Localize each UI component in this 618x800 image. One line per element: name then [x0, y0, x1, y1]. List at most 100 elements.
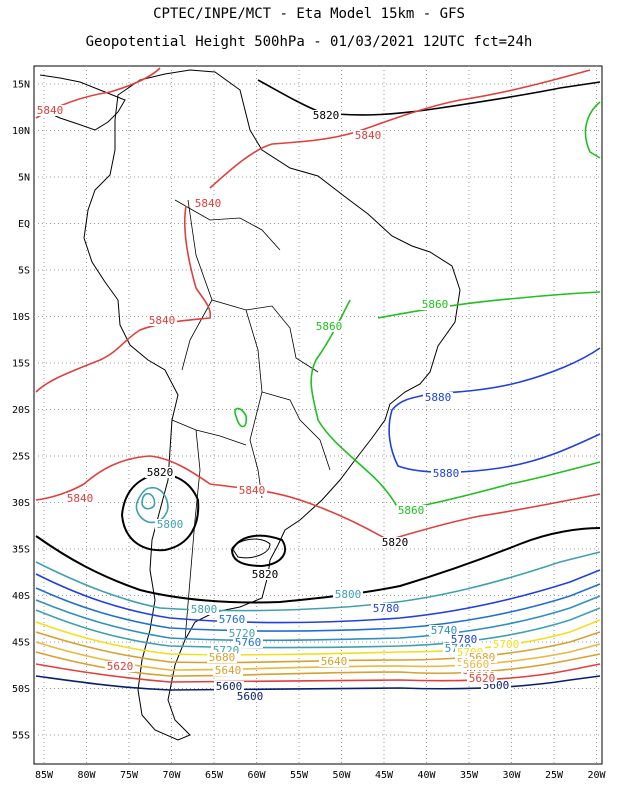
contour-label: 5640 — [215, 664, 242, 677]
contour-label: 5840 — [355, 129, 382, 142]
contour-label-background — [333, 589, 363, 600]
south-america-coast — [83, 69, 461, 741]
lon-tick-label: 55W — [290, 770, 309, 781]
lat-tick-label: 15N — [12, 80, 30, 91]
lon-tick-label: 20W — [587, 770, 606, 781]
contour-5840-mid — [35, 455, 601, 541]
contour-5740 — [35, 595, 601, 642]
contour-label-background — [461, 659, 491, 670]
lon-tick-label: 75W — [120, 770, 139, 781]
lon-tick-label: 40W — [417, 770, 436, 781]
contour-labels: 5840 5820 5840 5840 5840 5860 5860 5880 5880 5820… — [35, 104, 521, 703]
contour-label-background — [461, 665, 491, 676]
contour-label-background — [214, 681, 244, 692]
lat-tick-label: 10N — [12, 126, 30, 137]
contour-5880-east — [388, 347, 601, 474]
lat-tick-label: 5S — [18, 266, 30, 277]
lon-tick-label: 25W — [545, 770, 564, 781]
lat-tick-label: 15S — [12, 359, 30, 370]
contour-label-background — [319, 656, 349, 667]
country-borders — [171, 199, 331, 641]
contour-label: 5880 — [425, 391, 452, 404]
lon-tick-label: 30W — [502, 770, 521, 781]
contour-label: 5700 — [493, 638, 520, 651]
lon-tick-label: 80W — [77, 770, 96, 781]
falkland-islands — [231, 538, 271, 559]
lat-tick-label: 35S — [12, 545, 30, 556]
lat-tick-label: 55S — [12, 731, 30, 742]
contour-label-background — [429, 625, 459, 636]
contour-label: 5600 — [237, 690, 264, 703]
contour-label: 5820 — [313, 109, 340, 122]
contour-label: 5840 — [195, 197, 222, 210]
contour-5780 — [35, 569, 601, 624]
lat-tick-label: 5N — [18, 173, 30, 184]
contour-label-background — [155, 519, 185, 530]
contour-label: 5820 — [382, 536, 409, 549]
contour-label: 5720 — [229, 627, 256, 640]
contour-label: 5840 — [67, 492, 94, 505]
contour-label: 5820 — [147, 466, 174, 479]
contour-label: 5780 — [373, 602, 400, 615]
contour-label-background — [467, 652, 497, 663]
contour-label-background — [105, 661, 135, 672]
lon-tick-label: 70W — [162, 770, 181, 781]
contour-5720 — [35, 607, 601, 649]
contour-label: 5860 — [398, 504, 425, 517]
contour-label: 5740 — [431, 624, 458, 637]
contour-label-background — [211, 645, 241, 656]
contour-label-background — [217, 614, 247, 625]
contour-5800 — [35, 551, 601, 612]
lon-tick-label: 35W — [460, 770, 479, 781]
lat-tick-label: 20S — [12, 405, 30, 416]
contour-label-background — [396, 505, 426, 516]
contour-5860-south — [419, 461, 601, 507]
contour-label-background — [371, 603, 401, 614]
contour-label: 5640 — [321, 655, 348, 668]
contour-label: 5860 — [422, 298, 449, 311]
contour-label: 5800 — [157, 518, 184, 531]
contour-label-background — [353, 130, 383, 141]
contour-label: 5860 — [316, 320, 343, 333]
contour-5860-east — [234, 101, 601, 513]
contour-label-background — [145, 467, 175, 478]
contour-label-background — [35, 105, 65, 116]
lat-tick-label: EQ — [18, 219, 30, 230]
contour-5760 — [35, 583, 601, 632]
coastlines — [37, 69, 461, 741]
lon-tick-label: 50W — [332, 770, 351, 781]
map-title-line-2: Geopotential Height 500hPa - 01/03/2021 … — [85, 34, 533, 50]
contour-label-background — [423, 392, 453, 403]
contour-label: 5620 — [469, 672, 496, 685]
contour-label: 5840 — [239, 484, 266, 497]
lon-tick-label: 85W — [35, 770, 54, 781]
contour-label: 5840 — [149, 314, 176, 327]
contour-label-background — [227, 628, 257, 639]
contour-label: 5800 — [335, 588, 362, 601]
map-frame — [33, 65, 603, 765]
lat-tick-label: 40S — [12, 591, 30, 602]
contour-label: 5840 — [37, 104, 64, 117]
contour-label-background — [449, 634, 479, 645]
lat-tick-label: 50S — [12, 684, 30, 695]
contour-5840-north — [35, 67, 591, 189]
lon-tick-label: 65W — [205, 770, 224, 781]
map-title-line-1: CPTEC/INPE/MCT - Eta Model 15km - GFS — [153, 6, 465, 22]
contour-label-background — [491, 639, 521, 650]
contour-label: 5680 — [209, 651, 236, 664]
contour-label-background — [380, 537, 410, 548]
contour-label: 5660 — [463, 658, 490, 671]
contour-label-background — [213, 665, 243, 676]
lat-tick-label: 25S — [12, 452, 30, 463]
lon-tick-label: 45W — [375, 770, 394, 781]
axis-ticks: 15N 10N 5N EQ 5S 10S 15S 20S 25S 30S 35S 40S 45S 50S 5… — [12, 80, 607, 782]
contour-label-background — [233, 637, 263, 648]
contour-label-background — [207, 652, 237, 663]
contour-label: 5600 — [216, 680, 243, 693]
contour-label-background — [189, 604, 219, 615]
contour-label-background — [314, 321, 344, 332]
contour-5820-low — [35, 473, 601, 604]
lat-tick-label: 45S — [12, 638, 30, 649]
contour-label: 5820 — [252, 568, 279, 581]
